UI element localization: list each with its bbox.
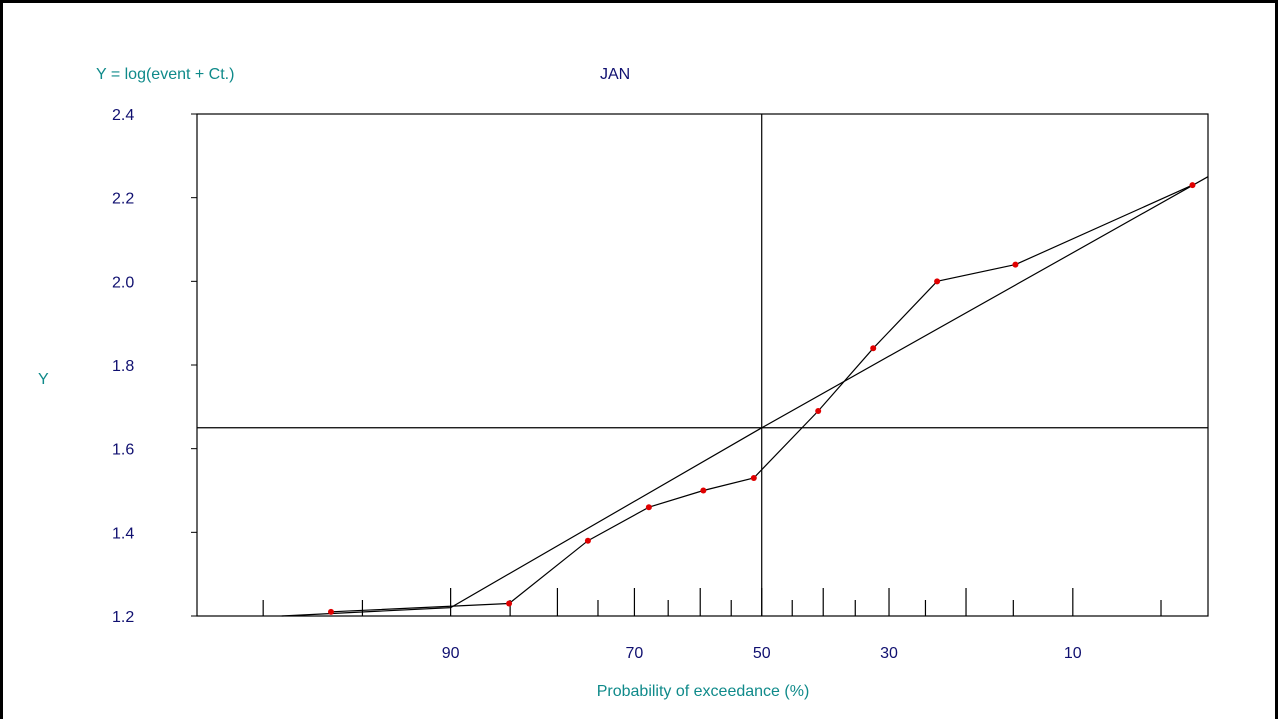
data-point [1189,182,1196,189]
y-tick-label: 2.2 [112,191,134,208]
x-tick-label: 30 [880,645,898,662]
data-point [1012,261,1019,268]
x-tick-label: 10 [1064,645,1082,662]
x-axis-label: Probability of exceedance (%) [597,683,810,700]
data-point [750,474,757,481]
y-tick-label: 1.8 [112,358,134,375]
formula-label: Y = log(event + Ct.) [96,66,234,83]
y-tick-label: 1.4 [112,525,134,542]
y-tick-label: 2.4 [112,107,134,124]
chart-title: JAN [600,66,630,83]
data-point [645,504,652,511]
data-point [700,487,707,494]
data-point [506,600,513,607]
plot-area [196,113,1209,617]
y-axis-label: Y [38,371,49,388]
y-tick-label: 1.2 [112,609,134,626]
fitted-line [281,176,1209,617]
x-tick-label: 50 [753,645,771,662]
x-tick-label: 90 [442,645,460,662]
data-point [870,345,877,352]
y-tick-label: 1.6 [112,442,134,459]
data-point [327,608,334,615]
data-point [934,278,941,285]
data-point [584,537,591,544]
y-tick-label: 2.0 [112,274,134,291]
x-tick-label: 70 [626,645,644,662]
data-point [815,408,822,415]
